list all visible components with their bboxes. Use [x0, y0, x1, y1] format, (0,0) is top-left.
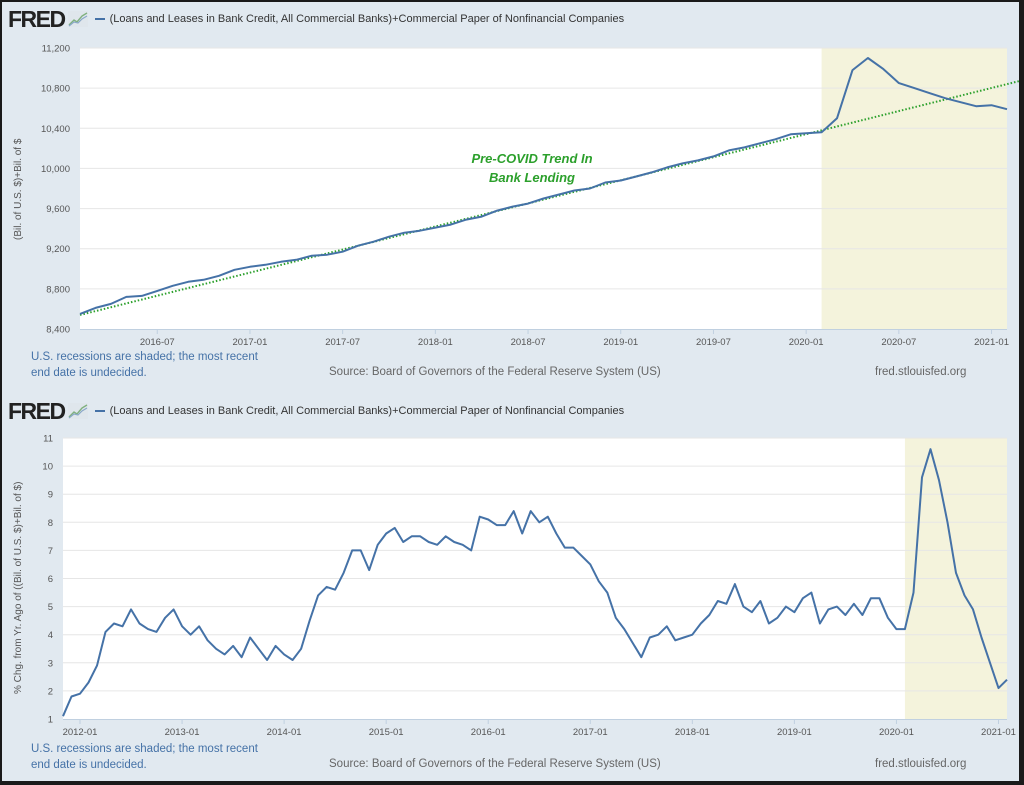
- chart-header: FRED (Loans and Leases in Bank Credit, A…: [8, 6, 624, 32]
- x-tick-label: 2018-01: [418, 337, 453, 348]
- recession-note-line-2: end date is undecided.: [31, 759, 147, 771]
- x-tick-label: 2017-07: [325, 337, 360, 348]
- y-tick-label: 10,000: [41, 164, 70, 175]
- chart-header: FRED (Loans and Leases in Bank Credit, A…: [8, 398, 624, 424]
- series-title: (Loans and Leases in Bank Credit, All Co…: [109, 405, 625, 417]
- chart-level: 8,400 8,800 9,200 9,600 10,000 10,400 10,800 11…: [41, 44, 1019, 348]
- y-axis-label: (Bil. of U.S. $)+Bil. of $: [13, 138, 24, 240]
- legend-line-icon: [94, 18, 105, 20]
- y-tick-label: 10,400: [41, 124, 70, 135]
- series-title: (Loans and Leases in Bank Credit, All Co…: [109, 13, 625, 25]
- x-tick-label: 2017-01: [233, 337, 268, 348]
- recession-note: U.S. recessions are shaded; the most rec…: [31, 349, 258, 381]
- y-tick-label: 6: [48, 574, 53, 585]
- recession-note: U.S. recessions are shaded; the most rec…: [31, 741, 258, 773]
- x-tick-label: 2012-01: [63, 727, 98, 738]
- x-tick-label: 2016-07: [140, 337, 175, 348]
- y-tick-label: 1: [48, 715, 53, 726]
- x-tick-label: 2021-01: [981, 727, 1016, 738]
- recession-note-line-1: U.S. recessions are shaded; the most rec…: [31, 743, 258, 755]
- y-axis-label: % Chg. from Yr. Ago of ((Bil. of U.S. $)…: [13, 481, 24, 694]
- trend-line: [79, 80, 1019, 316]
- y-tick-label: 9: [48, 490, 53, 501]
- site-link[interactable]: fred.stlouisfed.org: [875, 366, 967, 378]
- y-tick-label: 8,400: [46, 325, 70, 336]
- y-tick-label: 8: [48, 518, 53, 529]
- chart-panel-level: FRED (Loans and Leases in Bank Credit, A…: [2, 2, 1019, 394]
- x-tick-label: 2020-01: [879, 727, 914, 738]
- x-tick-label: 2018-01: [675, 727, 710, 738]
- x-tick-label: 2017-01: [573, 727, 608, 738]
- x-tick-label: 2019-01: [777, 727, 812, 738]
- x-tick-label: 2020-01: [789, 337, 824, 348]
- fred-logo[interactable]: FRED: [8, 397, 66, 424]
- source-text: Source: Board of Governors of the Federa…: [329, 366, 661, 378]
- legend-line-icon: [94, 410, 105, 412]
- x-tick-label: 2019-01: [603, 337, 638, 348]
- x-tick-label: 2013-01: [165, 727, 200, 738]
- x-tick-label: 2019-07: [696, 337, 731, 348]
- y-tick-label: 11: [43, 434, 53, 445]
- x-tick-label: 2018-07: [511, 337, 546, 348]
- fred-chart-icon: [67, 403, 88, 419]
- y-tick-label: 8,800: [46, 284, 70, 295]
- y-tick-label: 10,800: [41, 84, 70, 95]
- series-line: [79, 57, 1008, 315]
- recession-shading: [821, 48, 1007, 329]
- recession-note-line-1: U.S. recessions are shaded; the most rec…: [31, 351, 258, 363]
- chart-panel-pct-change: FRED (Loans and Leases in Bank Credit, A…: [2, 394, 1019, 784]
- y-tick-label: 9,600: [46, 204, 70, 215]
- recession-note-line-2: end date is undecided.: [31, 367, 147, 379]
- y-tick-label: 3: [48, 658, 53, 669]
- fred-logo[interactable]: FRED: [8, 5, 66, 32]
- y-tick-label: 11,200: [42, 44, 70, 55]
- trend-annotation: Pre-COVID Trend In Bank Lending: [442, 149, 622, 187]
- y-tick-label: 7: [48, 546, 53, 557]
- series-line: [62, 448, 1008, 717]
- x-tick-label: 2021-01: [974, 337, 1009, 348]
- y-tick-label: 10: [42, 462, 53, 473]
- y-tick-label: 2: [48, 686, 53, 697]
- y-tick-label: 9,200: [46, 244, 70, 255]
- x-tick-label: 2016-01: [471, 727, 506, 738]
- source-text: Source: Board of Governors of the Federa…: [329, 758, 661, 770]
- x-tick-label: 2020-07: [881, 337, 916, 348]
- y-tick-label: 4: [48, 630, 53, 641]
- x-tick-label: 2014-01: [267, 727, 302, 738]
- fred-chart-icon: [67, 11, 88, 27]
- chart-pct-change: 1 2 3 4 5 6 7 8 9 10 11 2012-01 2013-01 2014-01 2015-0…: [42, 434, 1016, 739]
- annotation-line-2: Bank Lending: [489, 170, 575, 185]
- x-tick-label: 2015-01: [369, 727, 404, 738]
- site-link[interactable]: fred.stlouisfed.org: [875, 758, 967, 770]
- annotation-line-1: Pre-COVID Trend In: [471, 151, 593, 166]
- y-tick-label: 5: [48, 602, 53, 613]
